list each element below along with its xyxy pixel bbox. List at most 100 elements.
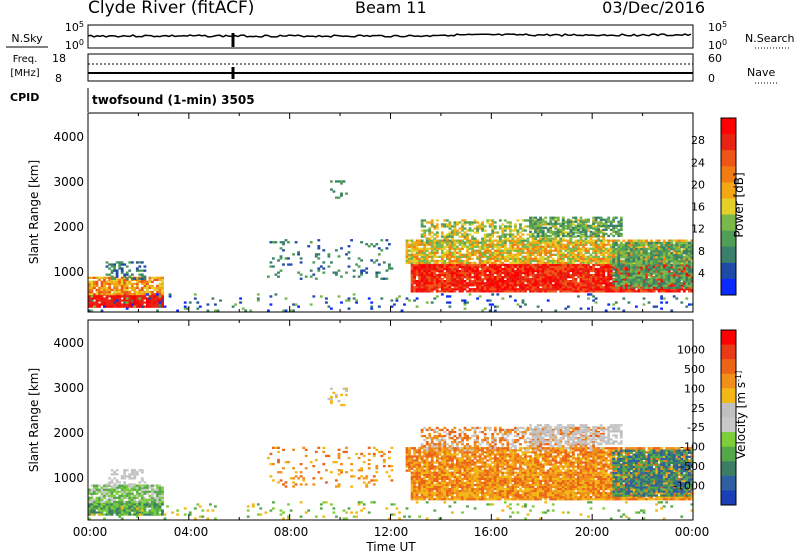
velocity-cell [96,497,99,499]
power-cell [572,217,575,219]
power-cell [665,301,668,303]
power-cell [499,284,502,286]
power-cell [418,280,421,282]
power-cell [431,288,434,290]
velocity-cell [106,503,109,505]
power-cell [650,254,653,256]
power-cell [549,260,552,262]
power-cell [423,276,426,278]
power-cell [600,242,603,244]
power-cell [411,272,414,274]
velocity-cell [101,511,104,513]
power-cell [600,280,603,282]
power-cell [645,262,648,264]
power-cell [504,219,507,221]
power-cell [408,250,411,252]
power-cell [496,306,499,308]
power-cell [466,246,469,248]
power-cell [484,233,487,235]
power-cell [454,278,457,280]
power-cell [504,270,507,272]
power-cell [645,290,648,292]
power-cell [559,268,562,270]
power-cell [443,268,446,270]
power-cell [630,270,633,272]
power-cell [91,303,94,305]
power-cell [607,272,610,274]
power-cell [111,278,114,280]
power-cell [481,290,484,292]
power-cell [514,236,517,238]
power-cell [610,258,613,260]
power-cell [368,297,371,299]
power-cell [605,270,608,272]
power-cell [544,288,547,290]
power-cell [635,281,638,283]
power-cell [592,288,595,290]
power-cell [660,246,663,248]
power-cell [501,280,504,282]
power-cell [552,264,555,266]
velocity-cell [101,509,104,511]
power-cell [580,254,583,256]
power-cell [517,266,520,268]
power-cell [562,248,565,250]
power-cell [534,276,537,278]
power-cell [436,231,439,233]
power-cell [688,283,691,285]
power-cell [428,238,431,240]
power-cell [663,244,666,246]
power-cell [469,252,472,254]
power-cell [612,219,615,221]
power-cell [413,278,416,280]
power-cell [640,258,643,260]
power-cell [542,280,545,282]
power-cell [585,221,588,223]
power-cell [93,283,96,285]
power-cell [138,265,141,267]
power-cell [605,266,608,268]
power-cell [577,266,580,268]
power-colorbar-tick: 8 [698,245,705,258]
power-cell [272,265,275,267]
power-cell [675,244,678,246]
power-cell [423,231,426,233]
power-cell [580,274,583,276]
power-cell [529,260,532,262]
power-cell [600,260,603,262]
power-cell [423,256,426,258]
power-cell [499,242,502,244]
power-cell [517,264,520,266]
velocity-cell [159,513,162,515]
power-cell [436,295,439,297]
power-cell [501,242,504,244]
power-cell [438,270,441,272]
power-cell [459,262,462,264]
power-cell [547,268,550,270]
power-cell [570,252,573,254]
power-cell [542,246,545,248]
power-cell [570,248,573,250]
power-cell [108,301,111,303]
power-cell [592,250,595,252]
power-cell [602,288,605,290]
power-cell [638,248,641,250]
power-cell [592,242,595,244]
power-cell [461,246,464,248]
power-cell [670,268,673,270]
power-cell [471,288,474,290]
power-cell [126,285,129,287]
power-cell [123,276,126,278]
power-cell [509,295,512,297]
power-cell [136,303,139,305]
power-cell [557,240,560,242]
power-cell [534,225,537,227]
power-cell [570,231,573,233]
power-cell [509,256,512,258]
power-cell [270,295,273,297]
power-cell [461,284,464,286]
power-cell [622,283,625,285]
power-cell [509,248,512,250]
power-cell [582,262,585,264]
power-cell [668,260,671,262]
